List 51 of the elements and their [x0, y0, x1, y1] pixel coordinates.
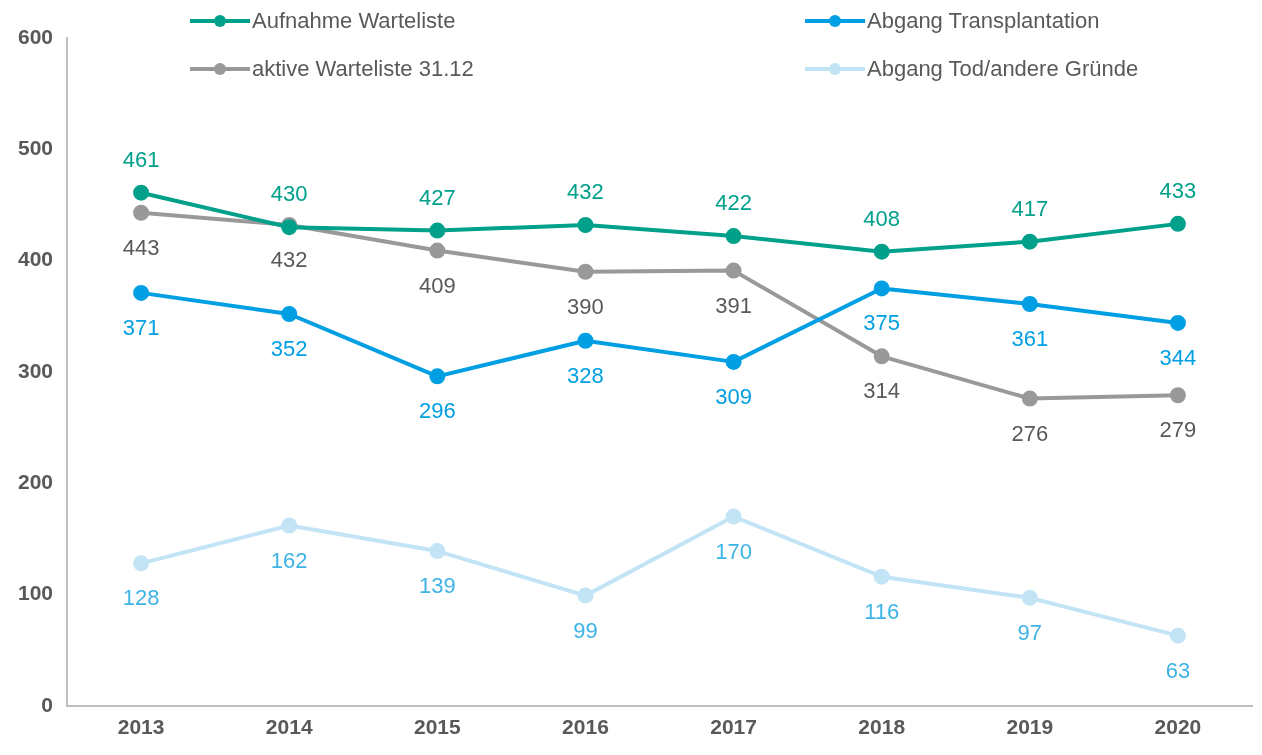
y-tick-label: 0 — [41, 692, 54, 716]
data-label: 309 — [715, 383, 752, 409]
x-tick-label: 2019 — [1006, 715, 1054, 739]
data-label: 328 — [567, 362, 604, 388]
y-tick-label: 200 — [17, 470, 54, 493]
y-tick-label: 100 — [17, 581, 54, 605]
data-label: 128 — [122, 585, 160, 611]
data-label: 279 — [1159, 417, 1197, 443]
x-tick-label: 2013 — [117, 715, 165, 739]
legend-label: Abgang Tod/andere Gründe — [867, 56, 1139, 82]
x-tick-label: 2020 — [1154, 715, 1202, 739]
data-label: 427 — [418, 184, 456, 210]
data-label: 390 — [567, 293, 604, 319]
data-label: 296 — [418, 398, 456, 424]
y-tick-label: 500 — [17, 136, 54, 160]
data-label: 97 — [1017, 619, 1043, 645]
y-tick-label: 600 — [17, 24, 54, 48]
data-label: 276 — [1011, 420, 1049, 446]
y-tick-label: 400 — [17, 247, 54, 271]
x-tick-label: 2014 — [265, 715, 313, 739]
x-tick-label: 2015 — [413, 715, 462, 739]
data-label: 408 — [863, 205, 901, 231]
data-label: 375 — [863, 310, 901, 336]
data-label: 371 — [122, 314, 160, 340]
data-label: 417 — [1011, 195, 1049, 221]
legend-label: aktive Warteliste 31.12 — [252, 56, 474, 82]
x-tick-label: 2017 — [710, 715, 757, 739]
data-label: 409 — [418, 272, 456, 298]
legend-label: Abgang Transplantation — [867, 8, 1100, 34]
data-label: 430 — [270, 181, 308, 207]
data-label: 461 — [122, 146, 160, 172]
x-tick-label: 2018 — [858, 715, 906, 739]
data-label: 139 — [418, 573, 456, 599]
data-label: 344 — [1159, 344, 1197, 370]
data-label: 99 — [573, 617, 598, 643]
data-label: 433 — [1159, 177, 1197, 203]
legend-label: Aufnahme Warteliste — [252, 8, 456, 34]
data-label: 432 — [270, 247, 308, 273]
data-label: 314 — [863, 378, 901, 404]
data-label: 170 — [715, 538, 752, 564]
data-label: 432 — [567, 179, 604, 205]
data-label: 391 — [715, 292, 752, 318]
data-label: 422 — [715, 190, 752, 216]
data-label: 352 — [270, 336, 308, 362]
y-tick-label: 300 — [17, 358, 54, 382]
data-label: 162 — [270, 547, 308, 573]
data-label: 116 — [864, 598, 900, 624]
x-tick-label: 2016 — [562, 715, 609, 739]
data-label: 443 — [122, 234, 160, 260]
data-label: 63 — [1165, 657, 1191, 683]
data-label: 361 — [1011, 326, 1049, 352]
